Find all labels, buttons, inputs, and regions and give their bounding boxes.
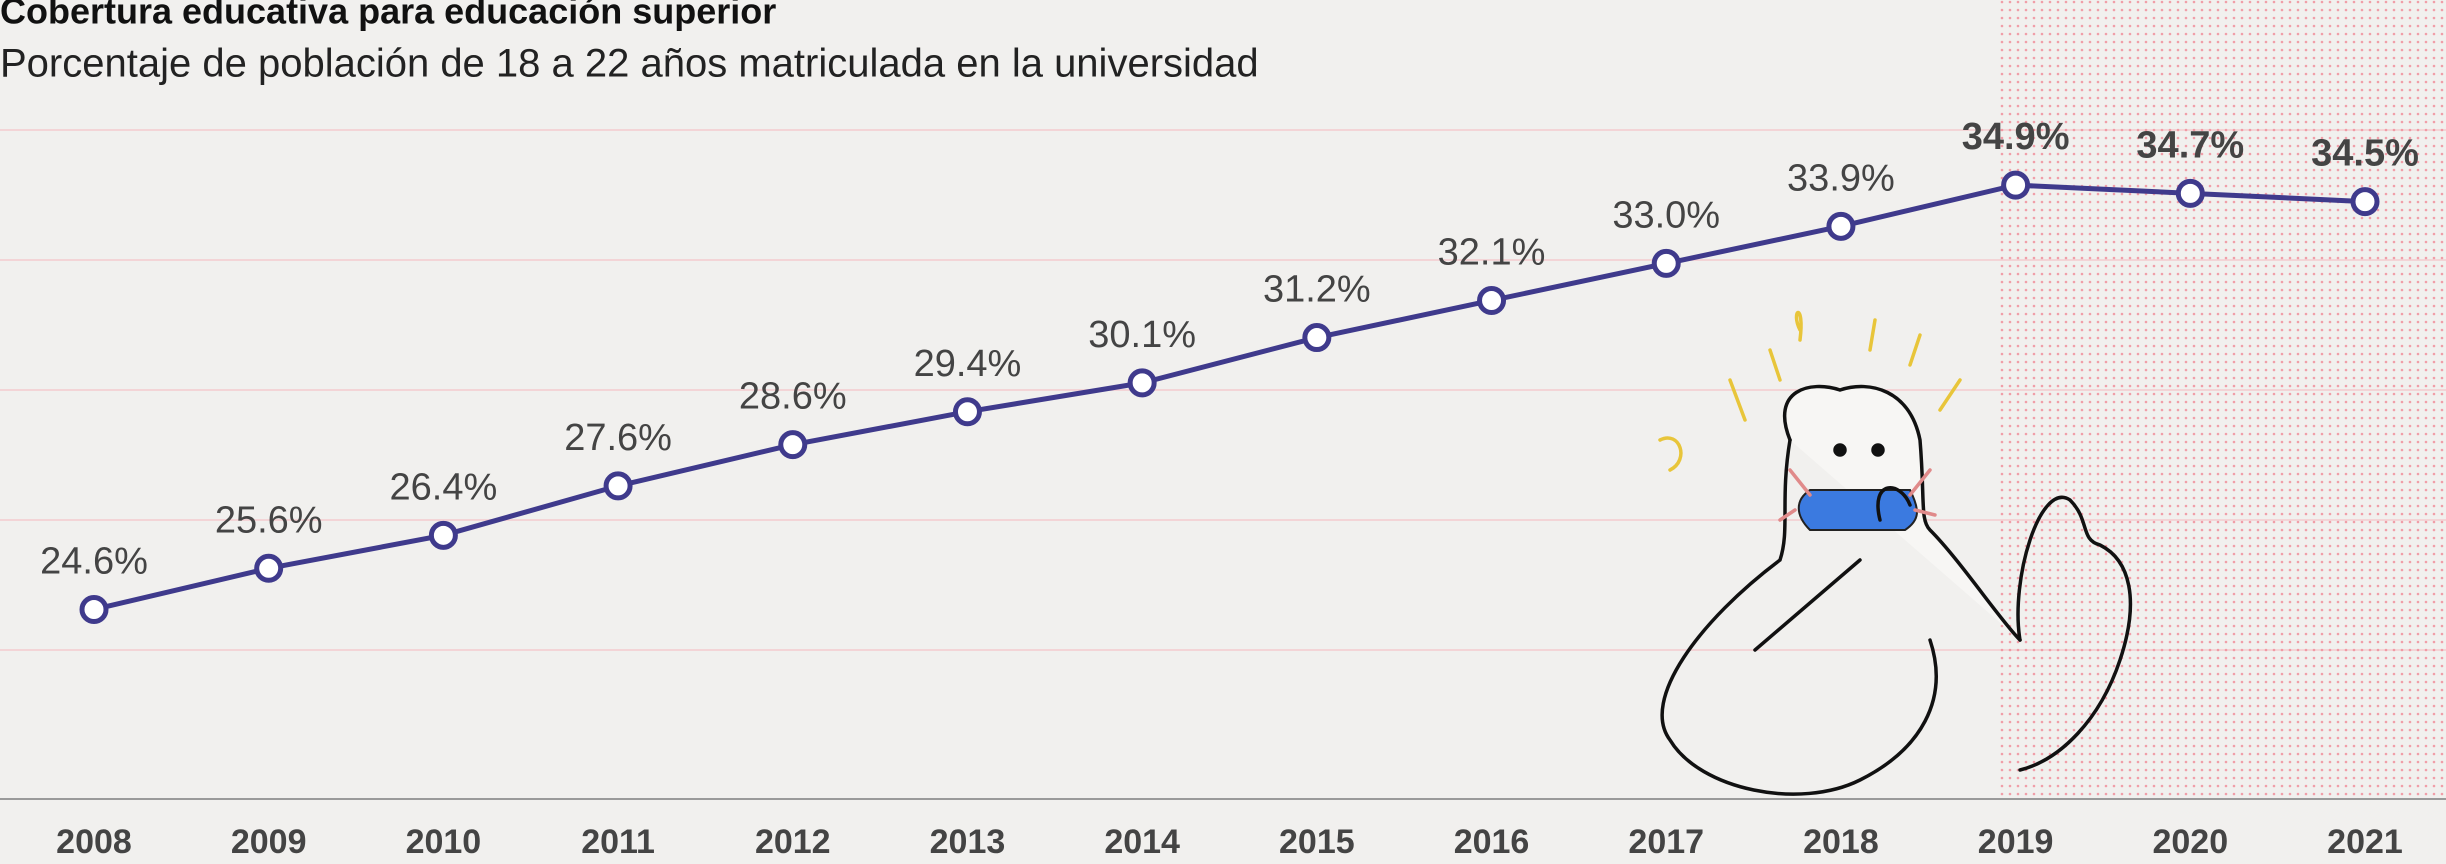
x-tick-label: 2008 (56, 823, 132, 861)
x-tick-label: 2014 (1104, 823, 1180, 861)
value-label: 27.6% (564, 417, 672, 459)
point (1654, 251, 1678, 275)
value-label: 32.1% (1438, 232, 1546, 274)
value-label: 28.6% (739, 376, 847, 418)
value-label: 24.6% (40, 541, 148, 583)
x-tick-label: 2019 (1978, 823, 2054, 861)
x-tick-label: 2013 (930, 823, 1006, 861)
point (1829, 214, 1853, 238)
x-tick-label: 2012 (755, 823, 831, 861)
point (2353, 190, 2377, 214)
chart-subtitle: Porcentaje de población de 18 a 22 años … (0, 42, 1259, 86)
chart-title: Cobertura educativa para educación super… (0, 0, 776, 32)
value-label: 34.5% (2311, 133, 2419, 175)
point (257, 556, 281, 580)
page: Cobertura educativa para educación super… (0, 0, 2446, 864)
x-tick-label: 2017 (1628, 823, 1704, 861)
point (1480, 288, 1504, 312)
x-tick-label: 2009 (231, 823, 307, 861)
value-label: 31.2% (1263, 269, 1371, 311)
point (606, 474, 630, 498)
point (431, 523, 455, 547)
x-tick-label: 2011 (581, 823, 655, 861)
point (1130, 371, 1154, 395)
point (2004, 173, 2028, 197)
x-tick-label: 2018 (1803, 823, 1879, 861)
x-tick-label: 2021 (2327, 823, 2403, 861)
point (955, 400, 979, 424)
value-label: 33.0% (1612, 194, 1720, 236)
chart: Cobertura educativa para educación super… (0, 0, 2446, 864)
value-label: 34.9% (1962, 116, 2070, 158)
point (82, 597, 106, 621)
x-tick-label: 2016 (1454, 823, 1530, 861)
x-tick-label: 2010 (406, 823, 482, 861)
value-label: 33.9% (1787, 157, 1895, 199)
x-tick-label: 2015 (1279, 823, 1355, 861)
value-label: 34.7% (2136, 124, 2244, 166)
value-label: 26.4% (390, 466, 498, 508)
x-tick-label: 2020 (2152, 823, 2228, 861)
value-label: 29.4% (914, 343, 1022, 385)
value-label: 30.1% (1088, 314, 1196, 356)
point (781, 433, 805, 457)
value-label: 25.6% (215, 499, 323, 541)
point (2178, 181, 2202, 205)
point (1305, 326, 1329, 350)
